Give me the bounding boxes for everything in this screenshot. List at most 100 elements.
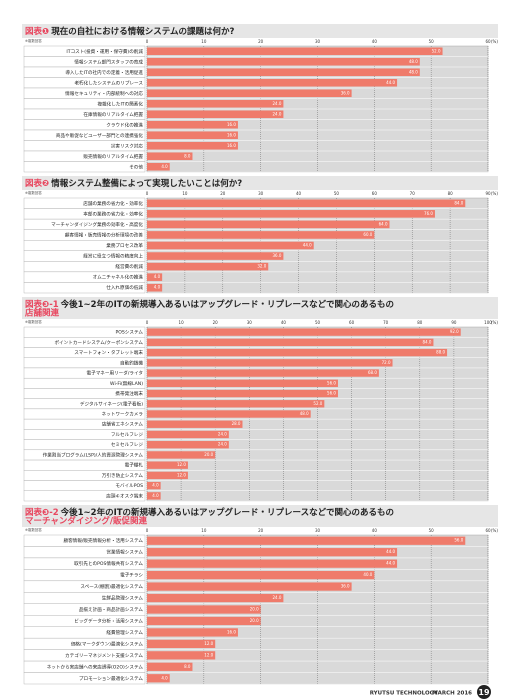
value-label: 24.0 xyxy=(218,442,227,447)
bar xyxy=(147,231,375,239)
x-tick-label: 60 xyxy=(349,320,355,325)
x-tick-label: 30 xyxy=(315,528,321,533)
value-label: 32.0 xyxy=(257,264,266,269)
chart-subtitle: マーチャンダイジング/販促関連 xyxy=(25,516,148,527)
value-label: 56.0 xyxy=(454,538,463,543)
x-tick-label: 80 xyxy=(448,191,454,196)
bar xyxy=(147,369,379,377)
category-label: ITコスト(投資・運用・保守費)の削減 xyxy=(66,48,143,55)
x-tick-label: 90 xyxy=(485,191,491,196)
value-label: 48.0 xyxy=(300,411,309,416)
x-tick-label: 60 xyxy=(485,39,491,44)
category-label: フルセルフレジ xyxy=(111,432,144,438)
category-label: ポイントカードシステム/クーポンシステム xyxy=(54,339,143,346)
value-label: 4.0 xyxy=(152,483,159,488)
bar xyxy=(147,570,375,580)
chart-note: ※複数回答 xyxy=(25,527,42,532)
unit-label: (%) xyxy=(491,191,498,196)
chart-note: ※複数回答 xyxy=(25,319,42,324)
category-label: 携帯発注端末 xyxy=(115,390,143,397)
value-label: 4.0 xyxy=(154,274,161,279)
value-label: 20.0 xyxy=(250,618,259,623)
x-tick-label: 60 xyxy=(372,191,378,196)
category-label: スマートフォン・タブレット端末 xyxy=(74,349,143,356)
category-label: 情報システム部門スタッフの育成 xyxy=(74,58,143,65)
x-tick-label: 50 xyxy=(334,191,340,196)
category-label: 在庫情報のリアルタイム把握 xyxy=(83,111,143,118)
value-label: 72.0 xyxy=(382,360,391,365)
bar xyxy=(147,68,420,77)
x-tick-label: 40 xyxy=(372,528,378,533)
bar xyxy=(147,639,216,649)
value-label: 16.0 xyxy=(227,143,236,148)
category-label: 仕入れ原価の低減 xyxy=(106,284,143,291)
category-label: 万引き防止システム xyxy=(102,472,144,479)
bar xyxy=(147,430,229,439)
category-label: 顧客情報/販売情報分析・活用システム xyxy=(63,537,143,544)
bar xyxy=(147,451,216,459)
value-label: 76.0 xyxy=(424,211,433,216)
value-label: 56.0 xyxy=(327,380,336,385)
category-label: 電子マネー用リーダ/ライタ xyxy=(87,370,144,377)
bar xyxy=(147,559,398,568)
value-label: 44.0 xyxy=(303,243,312,248)
category-label: ネットワークカメラ xyxy=(102,412,144,418)
title-text: 情報システム整備によって実現したいことは何か? xyxy=(50,178,242,189)
bar xyxy=(147,628,238,637)
value-label: 52.0 xyxy=(313,401,322,406)
title-text: 現在の自社における情報システムの課題は何か? xyxy=(51,26,234,37)
chart-header xyxy=(22,24,498,38)
x-tick-label: 0 xyxy=(146,320,149,325)
category-label: 営業情報システム xyxy=(106,549,143,556)
bar xyxy=(147,420,243,428)
category-label: 経費管理システム xyxy=(106,629,143,636)
bar xyxy=(147,328,461,336)
bar xyxy=(147,379,338,387)
unit-label: (%) xyxy=(491,39,498,44)
title-text: 今後1~2年のITの新規導入あるいはアップグレード・リプレースなどで関心のあるも… xyxy=(60,507,394,518)
x-tick-label: 10 xyxy=(201,39,207,44)
x-tick-label: 10 xyxy=(179,320,185,325)
x-tick-label: 60 xyxy=(485,528,491,533)
value-label: 56.0 xyxy=(327,391,336,396)
value-label: 28.0 xyxy=(232,421,241,426)
value-label: 4.0 xyxy=(161,164,168,169)
category-label: スペース(棚割)最適化システム xyxy=(80,583,143,590)
value-label: 64.0 xyxy=(379,221,388,226)
x-tick-label: 20 xyxy=(220,191,226,196)
category-label: 電子チラシ xyxy=(120,572,143,579)
value-label: 36.0 xyxy=(341,584,350,589)
value-label: 4.0 xyxy=(152,493,159,498)
bar xyxy=(147,110,284,119)
bar xyxy=(147,152,193,161)
bar xyxy=(147,492,161,500)
x-tick-label: 0 xyxy=(146,528,149,533)
category-label: プロモーション最適化システム xyxy=(79,675,143,682)
value-label: 4.0 xyxy=(154,285,161,290)
bar xyxy=(147,471,188,480)
x-tick-label: 70 xyxy=(410,191,416,196)
bar xyxy=(147,593,284,603)
x-tick-label: 20 xyxy=(213,320,219,325)
x-tick-label: 40 xyxy=(281,320,287,325)
title-prefix: 図表❷ xyxy=(25,178,49,189)
value-label: 52.0 xyxy=(432,48,441,53)
bar xyxy=(147,389,338,398)
value-label: 88.0 xyxy=(436,350,445,355)
bar xyxy=(147,220,390,229)
bar xyxy=(147,582,352,591)
category-label: モバイルPOS xyxy=(115,483,143,489)
value-label: 4.0 xyxy=(161,675,168,680)
value-label: 44.0 xyxy=(386,549,395,554)
row-label-cell xyxy=(23,282,146,294)
bar xyxy=(147,199,466,208)
value-label: 20.0 xyxy=(250,607,259,612)
bar xyxy=(147,89,352,98)
x-tick-label: 50 xyxy=(429,39,435,44)
x-tick-label: 0 xyxy=(146,191,149,196)
value-label: 44.0 xyxy=(386,561,395,566)
value-label: 24.0 xyxy=(272,111,281,116)
bar xyxy=(147,120,238,129)
value-label: 24.0 xyxy=(272,595,281,600)
